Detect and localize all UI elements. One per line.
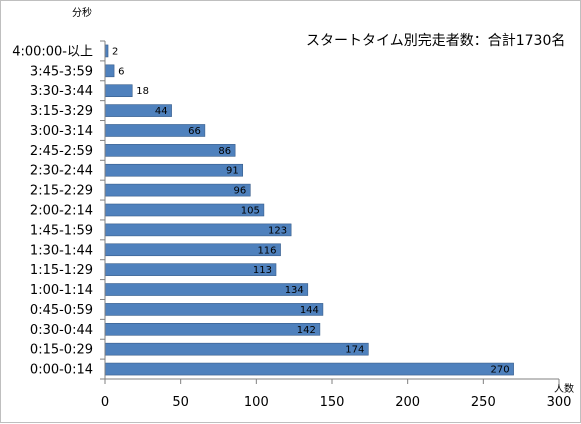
category-label: 1:45-1:59 [30, 223, 93, 238]
category-label: 0:30-0:44 [30, 323, 93, 338]
category-label: 2:00-2:14 [30, 204, 93, 219]
data-label: 91 [226, 166, 239, 177]
bar [104, 64, 115, 78]
bars-layer [104, 44, 514, 376]
axes-layer [100, 40, 560, 384]
category-label: 0:15-0:29 [30, 343, 93, 358]
data-label: 6 [118, 66, 124, 77]
category-label: 0:45-0:59 [30, 303, 93, 318]
bar [104, 263, 277, 276]
bar [104, 84, 133, 98]
x-tick-label: 50 [172, 395, 189, 410]
category-label: 1:15-1:29 [30, 263, 93, 278]
data-label: 123 [268, 225, 287, 236]
x-tick-label: 200 [395, 395, 420, 410]
bar [104, 362, 514, 376]
data-label: 18 [136, 86, 149, 97]
x-tick-label: 100 [244, 395, 269, 410]
category-label: 3:45-3:59 [30, 64, 93, 79]
data-label: 142 [297, 325, 316, 336]
bar [104, 223, 292, 237]
y-axis-unit-label: 分秒 [72, 6, 92, 19]
bar [104, 283, 309, 296]
data-label: 2 [112, 46, 118, 57]
data-label: 66 [188, 126, 201, 137]
data-label: 144 [300, 305, 319, 316]
chart-annotation: スタートタイム別完走者数：合計1730名 [306, 33, 565, 49]
bar [104, 163, 244, 177]
category-label: 3:00-3:14 [30, 124, 93, 139]
bar [104, 144, 236, 157]
data-label: 134 [285, 285, 304, 296]
data-label: 113 [253, 265, 272, 276]
category-label: 3:30-3:44 [30, 84, 93, 99]
x-tick-label: 300 [547, 395, 572, 410]
x-tick-label: 0 [101, 395, 109, 410]
category-label: 0:00-0:14 [30, 363, 93, 378]
bar [104, 322, 321, 336]
x-tick-label: 150 [320, 395, 345, 410]
data-label: 44 [155, 106, 168, 117]
data-label: 86 [218, 146, 231, 157]
data-label: 270 [491, 365, 510, 376]
bar [104, 342, 369, 356]
category-label: 1:30-1:44 [30, 243, 93, 258]
data-label: 96 [234, 186, 247, 197]
bar [104, 183, 251, 197]
data-label: 174 [345, 345, 364, 356]
category-label: 4:00:00-以上 [12, 44, 93, 59]
x-axis-unit-label: 人数 [554, 382, 574, 395]
labels-layer: 4:00:00-以上 2 3:45-3:59 6 3:30-3:44 18 3:15-3:2… [12, 44, 571, 410]
x-tick-label: 250 [471, 395, 496, 410]
data-label: 116 [257, 245, 276, 256]
category-label: 2:15-2:29 [30, 184, 93, 199]
bar [104, 243, 281, 257]
category-label: 3:15-3:29 [30, 104, 93, 119]
bar [104, 303, 324, 316]
data-label: 105 [241, 206, 260, 217]
category-label: 2:45-2:59 [30, 144, 93, 159]
category-label: 2:30-2:44 [30, 164, 93, 179]
category-label: 1:00-1:14 [30, 283, 93, 298]
